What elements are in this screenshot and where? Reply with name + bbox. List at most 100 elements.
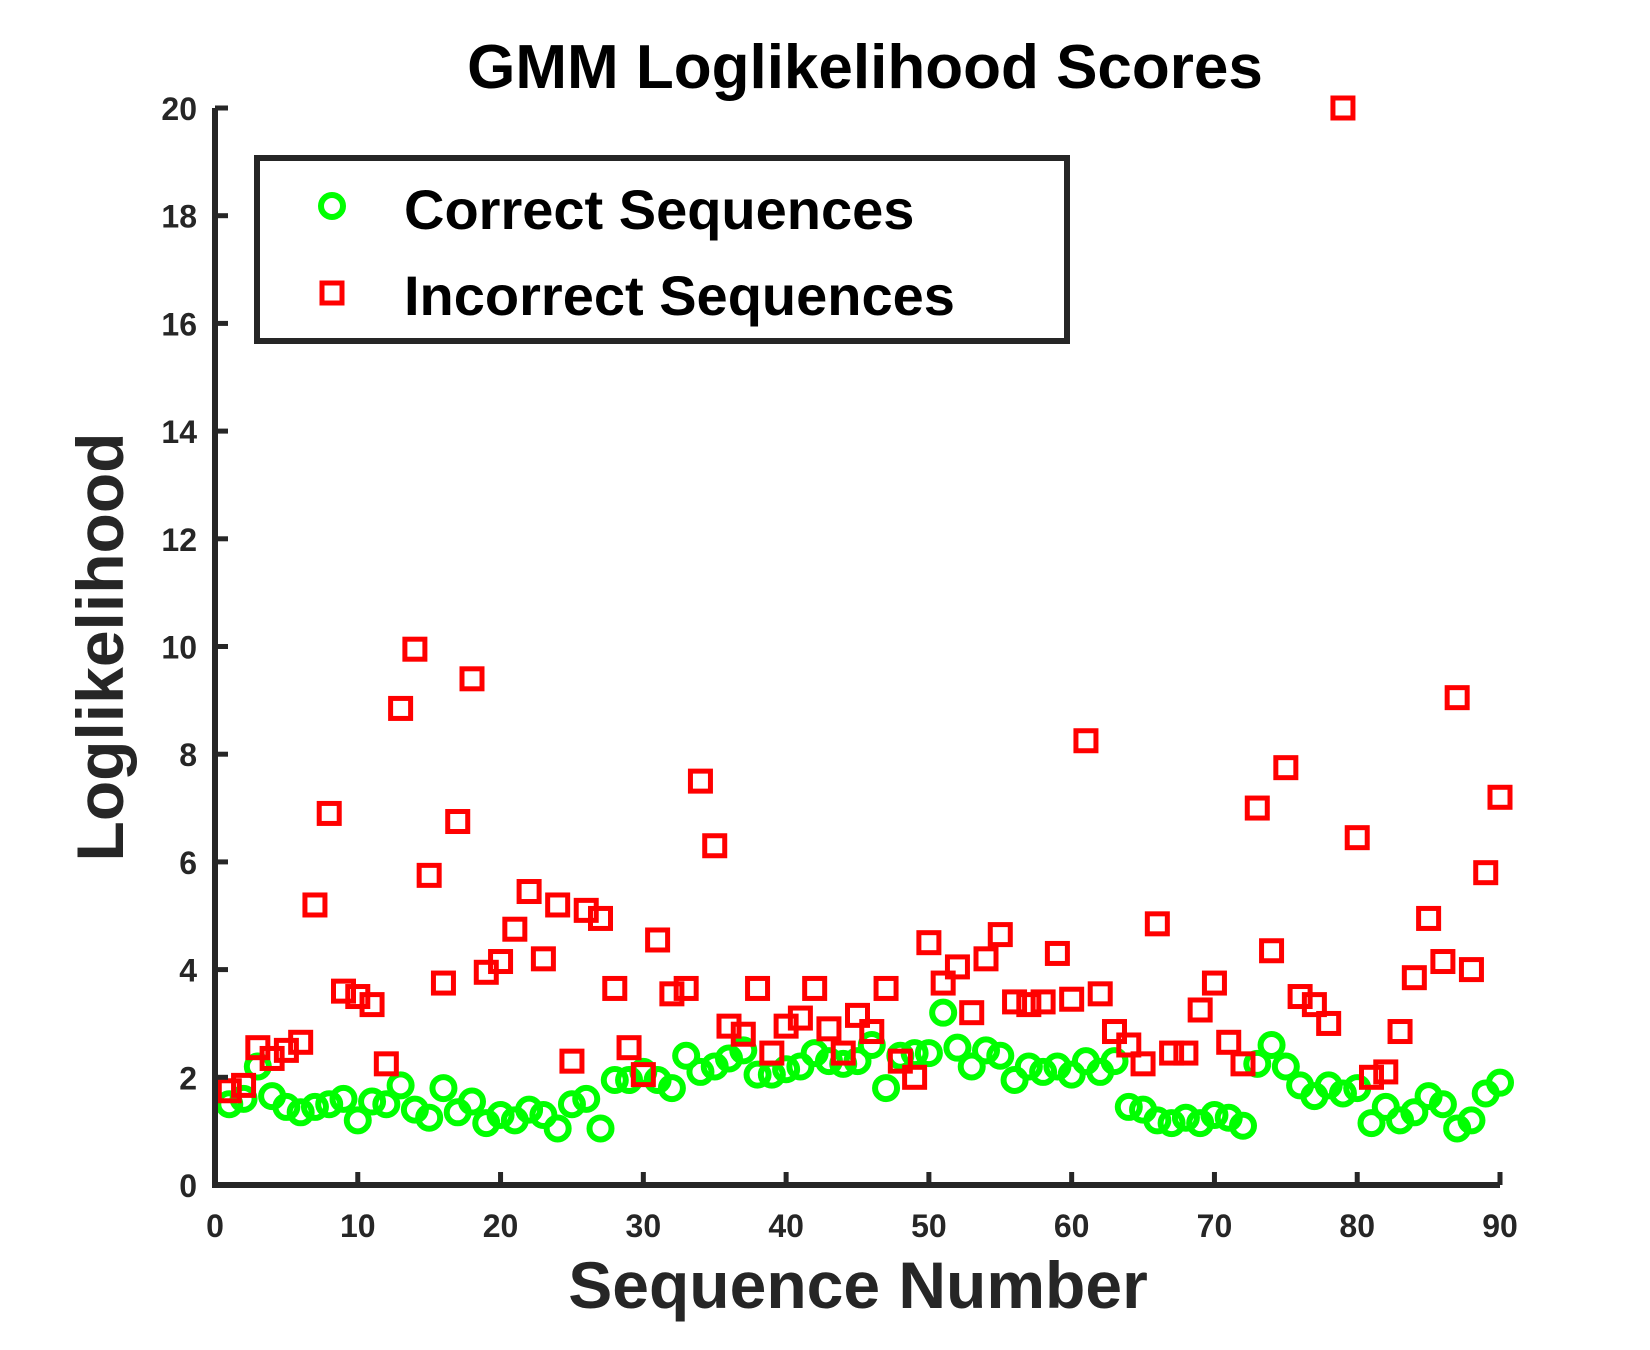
incorrect-sequence-point — [1073, 728, 1099, 754]
incorrect-sequence-point — [873, 975, 899, 1001]
incorrect-sequence-point — [231, 1072, 257, 1098]
series-incorrect-sequences — [216, 95, 1513, 1104]
correct-sequence-point — [1014, 1052, 1043, 1081]
correct-sequence-point — [972, 1036, 1000, 1065]
incorrect-sequence-point — [616, 1035, 642, 1061]
incorrect-sequence-point — [445, 809, 471, 835]
correct-sequence-point — [986, 1041, 1015, 1070]
correct-sequence-point — [657, 1074, 686, 1103]
incorrect-sequence-point — [673, 975, 699, 1001]
incorrect-sequence-point — [402, 636, 428, 662]
correct-sequence-point — [386, 1071, 415, 1100]
y-axis-label: Loglikelihood — [63, 433, 137, 862]
incorrect-sequence-point — [216, 1078, 242, 1104]
correct-sequence-point — [1029, 1057, 1058, 1086]
y-tick-label: 18 — [161, 199, 197, 235]
incorrect-sequence-point — [730, 1021, 756, 1047]
incorrect-sequence-point — [1187, 997, 1213, 1023]
incorrect-sequence-point — [1473, 860, 1499, 886]
correct-sequence-point — [272, 1092, 301, 1121]
correct-sequence-point — [1486, 1068, 1514, 1097]
correct-sequence-point — [329, 1084, 358, 1113]
incorrect-sequence-point — [359, 992, 385, 1018]
correct-sequence-point — [586, 1114, 615, 1143]
correct-sequence-point — [515, 1095, 544, 1124]
correct-sequence-point — [772, 1055, 801, 1084]
incorrect-sequence-point — [1316, 1010, 1342, 1036]
incorrect-sequence-point — [1216, 1029, 1242, 1055]
chart-title: GMM Loglikelihood Scores — [467, 33, 1263, 102]
incorrect-sequence-point — [1430, 949, 1456, 975]
incorrect-sequence-point — [787, 1005, 813, 1031]
incorrect-sequence-point — [1401, 965, 1427, 991]
incorrect-sequence-point — [1116, 1032, 1142, 1058]
incorrect-sequence-point — [1273, 755, 1299, 781]
correct-sequence-point — [929, 998, 958, 1027]
correct-sequence-point — [1257, 1030, 1286, 1059]
y-tick-label: 10 — [161, 630, 197, 666]
x-tick-label: 40 — [768, 1208, 804, 1244]
incorrect-sequence-point — [416, 862, 442, 888]
correct-sequence-point — [343, 1106, 372, 1135]
incorrect-sequence-point — [1387, 1019, 1413, 1045]
incorrect-sequence-point — [1016, 992, 1042, 1018]
incorrect-sequence-point — [1259, 938, 1285, 964]
incorrect-sequence-point — [645, 927, 671, 953]
incorrect-sequence-point — [459, 666, 485, 692]
correct-sequence-point — [743, 1060, 772, 1089]
incorrect-sequence-point — [331, 978, 356, 1004]
correct-sequence-point — [315, 1090, 344, 1119]
data-markers — [215, 95, 1514, 1143]
incorrect-sequence-point — [316, 800, 342, 826]
x-tick-label: 60 — [1054, 1208, 1090, 1244]
correct-sequence-point — [1143, 1106, 1172, 1135]
x-tick-label: 30 — [626, 1208, 662, 1244]
y-tick-label: 2 — [179, 1060, 197, 1096]
incorrect-sequence-point — [887, 1048, 913, 1074]
correct-sequence-point — [372, 1090, 401, 1119]
incorrect-sequence-point — [845, 1002, 870, 1028]
correct-sequence-point — [1171, 1103, 1200, 1132]
x-tick-label: 70 — [1197, 1208, 1233, 1244]
incorrect-sequence-point — [630, 1062, 656, 1088]
incorrect-sequence-point — [1030, 989, 1056, 1015]
incorrect-sequence-point — [859, 1019, 885, 1045]
correct-sequence-point — [1200, 1100, 1229, 1129]
incorrect-sequence-point — [1087, 981, 1113, 1007]
correct-sequence-point — [557, 1090, 586, 1119]
legend-label-incorrect: Incorrect Sequences — [404, 264, 955, 327]
incorrect-sequence-point — [702, 833, 728, 859]
incorrect-sequence-point — [1201, 970, 1227, 996]
correct-sequence-point — [1271, 1052, 1300, 1081]
legend-marker-incorrect — [319, 280, 345, 306]
correct-sequence-point — [458, 1087, 486, 1116]
incorrect-sequence-point — [288, 1029, 314, 1055]
x-tick-label: 20 — [483, 1208, 519, 1244]
incorrect-sequence-point — [1059, 986, 1085, 1012]
incorrect-sequence-point — [659, 981, 685, 1007]
x-tick-label: 10 — [340, 1208, 376, 1244]
incorrect-sequence-point — [830, 1040, 856, 1066]
y-tick-label: 12 — [161, 522, 197, 558]
correct-sequence-point — [914, 1039, 943, 1068]
correct-sequence-point — [943, 1033, 972, 1062]
correct-sequence-point — [857, 1030, 886, 1059]
incorrect-sequence-point — [759, 1040, 785, 1066]
correct-sequence-point — [1457, 1106, 1486, 1135]
y-tick-label: 8 — [179, 737, 197, 773]
incorrect-sequence-point — [516, 879, 542, 905]
correct-sequence-point — [543, 1114, 572, 1143]
incorrect-sequence-point — [687, 768, 713, 794]
correct-sequence-point — [1157, 1109, 1186, 1138]
incorrect-sequence-point — [530, 946, 556, 972]
incorrect-sequence-point — [1244, 795, 1270, 821]
correct-sequence-point — [486, 1100, 515, 1129]
legend-label-correct: Correct Sequences — [404, 178, 914, 241]
incorrect-sequence-point — [1301, 992, 1327, 1018]
incorrect-sequence-point — [1344, 825, 1370, 851]
incorrect-sequence-point — [987, 922, 1013, 948]
incorrect-sequence-point — [944, 954, 970, 980]
correct-sequence-point — [600, 1065, 629, 1094]
x-tick-label: 0 — [206, 1208, 224, 1244]
